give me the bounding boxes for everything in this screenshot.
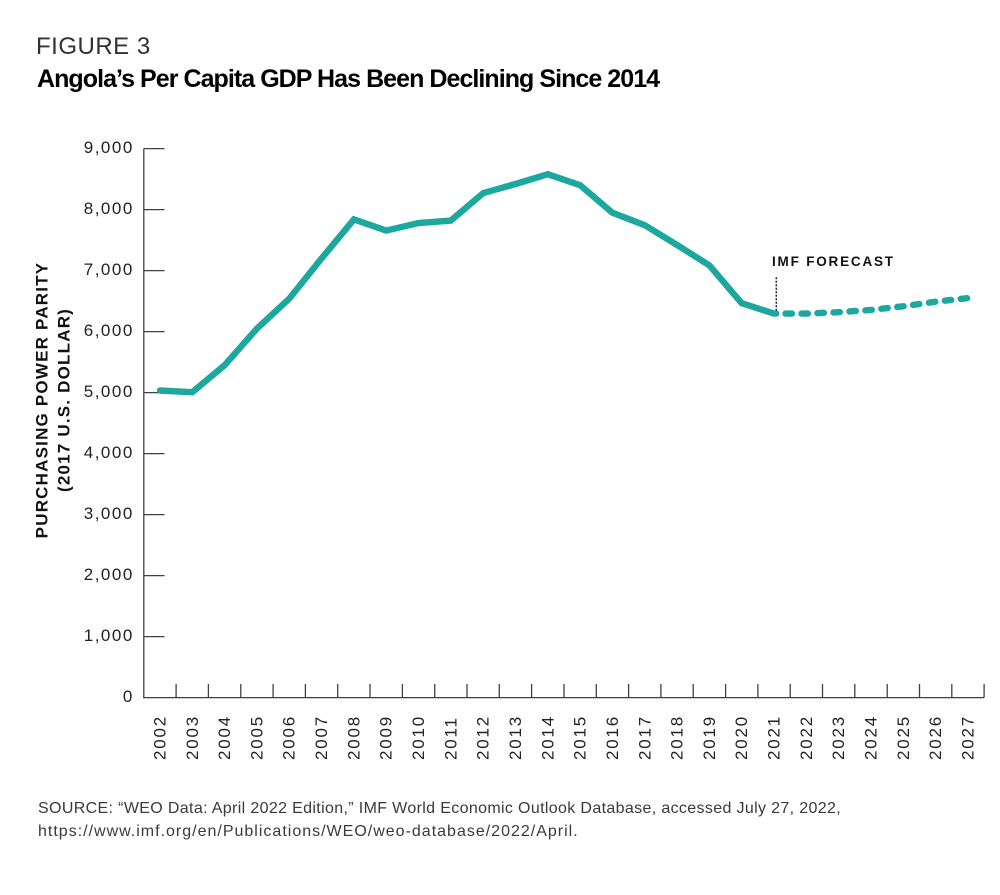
svg-text:2005: 2005 <box>247 715 266 760</box>
svg-text:2006: 2006 <box>280 715 299 760</box>
svg-text:3,000: 3,000 <box>84 504 134 523</box>
svg-text:2017: 2017 <box>635 715 654 760</box>
svg-text:2014: 2014 <box>538 715 557 760</box>
svg-text:4,000: 4,000 <box>84 443 134 462</box>
svg-text:2003: 2003 <box>183 715 202 760</box>
svg-text:2016: 2016 <box>603 715 622 760</box>
svg-text:2007: 2007 <box>312 715 331 760</box>
svg-text:2015: 2015 <box>571 715 590 760</box>
svg-text:2027: 2027 <box>959 715 978 760</box>
svg-text:2002: 2002 <box>151 715 170 760</box>
svg-text:IMF FORECAST: IMF FORECAST <box>772 254 895 269</box>
svg-text:2020: 2020 <box>732 715 751 760</box>
svg-text:2026: 2026 <box>926 715 945 760</box>
svg-text:(2017 U.S. DOLLAR): (2017 U.S. DOLLAR) <box>55 308 74 492</box>
svg-text:2009: 2009 <box>377 715 396 760</box>
svg-text:0: 0 <box>123 687 134 706</box>
svg-text:8,000: 8,000 <box>84 199 134 218</box>
svg-text:2022: 2022 <box>797 715 816 760</box>
svg-text:2019: 2019 <box>700 715 719 760</box>
svg-text:2023: 2023 <box>829 715 848 760</box>
svg-text:2011: 2011 <box>441 716 460 760</box>
svg-text:2010: 2010 <box>409 715 428 760</box>
svg-text:2012: 2012 <box>474 715 493 760</box>
svg-text:2021: 2021 <box>765 715 784 760</box>
svg-text:2008: 2008 <box>344 715 363 760</box>
svg-text:2,000: 2,000 <box>84 565 134 584</box>
svg-text:2024: 2024 <box>862 715 881 760</box>
svg-text:2025: 2025 <box>894 715 913 760</box>
svg-text:5,000: 5,000 <box>84 382 134 401</box>
svg-text:9,000: 9,000 <box>84 138 134 157</box>
svg-text:1,000: 1,000 <box>84 626 134 645</box>
svg-text:PURCHASING POWER PARITY: PURCHASING POWER PARITY <box>33 262 52 539</box>
svg-text:2013: 2013 <box>506 715 525 760</box>
svg-text:7,000: 7,000 <box>84 260 134 279</box>
svg-text:2004: 2004 <box>215 715 234 760</box>
svg-text:6,000: 6,000 <box>84 321 134 340</box>
svg-text:2018: 2018 <box>668 715 687 760</box>
